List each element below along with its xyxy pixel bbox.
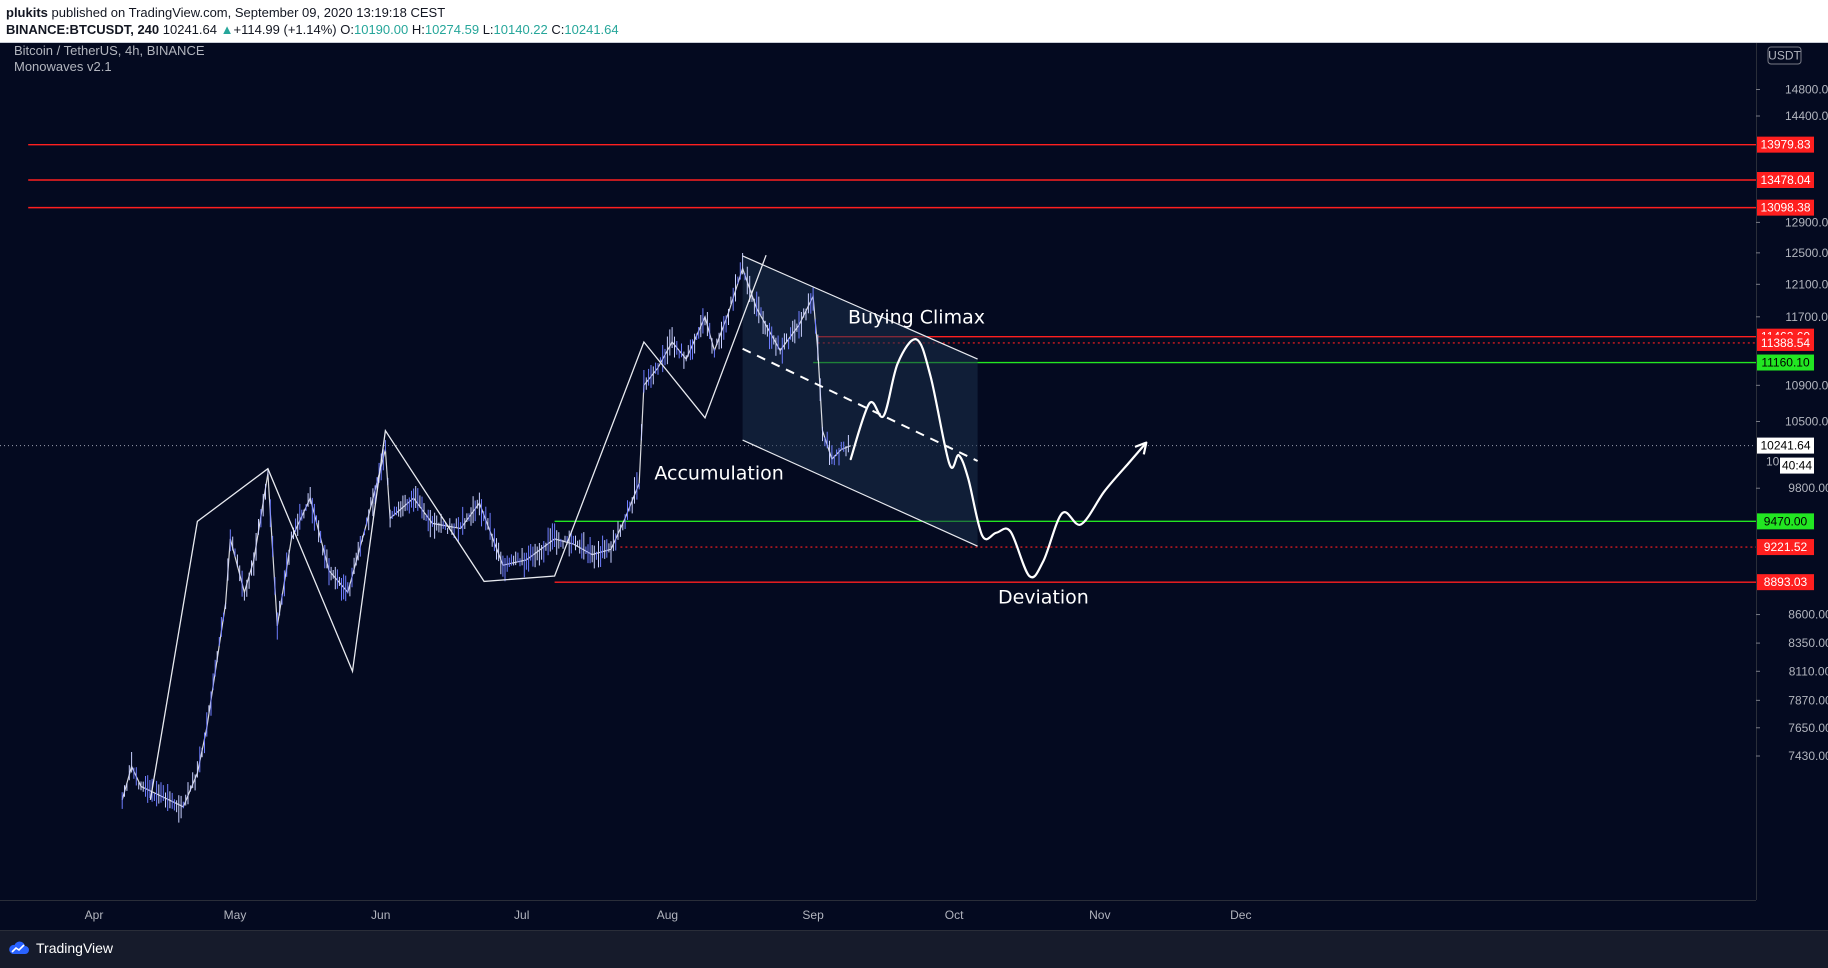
y-tick-label: 12100.00	[1785, 277, 1828, 291]
projection-arrow-shaft	[1127, 441, 1148, 465]
y-tick-label: 8350.00	[1788, 636, 1828, 650]
change-arrow-icon: ▲	[220, 22, 234, 37]
y-tick-label: 7870.00	[1788, 693, 1828, 707]
x-tick-label: Jun	[371, 908, 390, 922]
annotation-label[interactable]: Deviation	[998, 586, 1089, 608]
x-tick-label: Oct	[945, 908, 964, 922]
y-tick-label: 8600.00	[1788, 608, 1828, 622]
monowave-lines	[149, 254, 767, 801]
last-price: 10241.64	[162, 22, 217, 37]
level-tags: 13979.8313478.0413098.3811462.6011388.54…	[1757, 136, 1814, 591]
annotations: Buying Climax Accumulation Deviation	[654, 306, 1088, 608]
unit-badge: USDT	[1767, 46, 1802, 65]
level-tag: 13979.83	[1760, 138, 1810, 152]
time-axis[interactable]: Apr May Jun Jul Aug Sep Oct Nov Dec	[85, 908, 1252, 922]
last-price-tag-bg	[1757, 437, 1814, 454]
high-label: H:	[411, 22, 425, 37]
y-tick-label: 10500.00	[1785, 414, 1828, 428]
y-tick-label: 14400.00	[1785, 109, 1828, 123]
level-tag: 13098.38	[1760, 201, 1810, 215]
annotation-label[interactable]: Buying Climax	[848, 306, 985, 328]
projection-arrow-head	[1134, 441, 1148, 455]
price-axis[interactable]: 7430.00 7650.00 7870.00 8110.00 8350.00 8600.…	[1756, 82, 1828, 763]
low-value: 10140.22	[493, 22, 548, 37]
open-label: O:	[340, 22, 354, 37]
countdown-tag: 40:44	[1782, 459, 1812, 473]
publisher-name[interactable]: plukits	[6, 5, 48, 20]
price-change: +114.99 (+1.14%)	[233, 22, 337, 37]
level-tag: 9470.00	[1764, 514, 1808, 528]
y-tick-label: 9800.00	[1788, 481, 1828, 495]
annotation-label[interactable]: Accumulation	[654, 462, 783, 484]
symbol-name[interactable]: BINANCE:BTCUSDT, 240	[6, 22, 160, 37]
monowave-path	[149, 254, 767, 801]
brand[interactable]: TradingView	[8, 940, 113, 956]
level-tag: 13478.04	[1760, 173, 1810, 187]
high-value: 10274.59	[424, 22, 480, 37]
legend-indicator[interactable]: Monowaves v2.1	[14, 59, 112, 74]
close-label: C:	[551, 22, 565, 37]
level-tag-bg	[1757, 334, 1814, 351]
close-value: 10241.64	[564, 22, 619, 37]
published-text: published on TradingView.com, September …	[51, 5, 446, 20]
last-price-tag: 10241.64	[1760, 439, 1810, 453]
projection-path	[849, 338, 1148, 579]
y-tick-label: 7430.00	[1788, 749, 1828, 763]
x-tick-label: Jul	[514, 908, 529, 922]
level-tag-bg	[1757, 136, 1814, 153]
footer-bar: TradingView	[0, 930, 1828, 968]
y-tick-label: 10900.00	[1785, 378, 1828, 392]
horizontal-levels	[28, 143, 1756, 583]
channel-line	[742, 439, 978, 547]
y-tick-label: 14800.00	[1785, 82, 1828, 96]
unit-label: USDT	[1768, 49, 1801, 63]
channel-midline	[742, 347, 979, 462]
level-tag-bg	[1757, 574, 1814, 591]
price-chart[interactable]: Bitcoin / TetherUS, 4h, BINANCE Monowave…	[0, 43, 1828, 930]
header-bar: plukits published on TradingView.com, Se…	[0, 0, 1828, 43]
channel-lines	[742, 255, 979, 547]
unit-badge-frame	[1767, 46, 1802, 65]
y-tick-label: 11700.00	[1785, 310, 1828, 324]
price-series	[121, 253, 851, 823]
y-tick-label: 12500.00	[1785, 246, 1828, 260]
level-tag: 11160.10	[1761, 356, 1810, 370]
level-tag: 8893.03	[1764, 575, 1808, 589]
symbol-info: BINANCE:BTCUSDT, 240 10241.64 ▲+114.99 (…	[6, 22, 619, 37]
level-tag-bg	[1757, 199, 1814, 216]
y-tick-label: 8110.00	[1789, 664, 1828, 678]
projection-line	[849, 338, 1130, 579]
y-tick-label: 12900.00	[1785, 215, 1828, 229]
open-value: 10190.00	[353, 22, 409, 37]
x-tick-label: Nov	[1089, 908, 1110, 922]
low-label: L:	[482, 22, 494, 37]
legend-title[interactable]: Bitcoin / TetherUS, 4h, BINANCE	[14, 43, 205, 58]
level-tag: 11388.54	[1761, 336, 1810, 350]
x-tick-label: Sep	[802, 908, 824, 922]
brand-name: TradingView	[36, 940, 114, 956]
level-tag: 9221.52	[1764, 540, 1808, 554]
x-tick-label: Apr	[85, 908, 104, 922]
level-tag-bg	[1757, 354, 1814, 371]
y-tick-label-partial: 10	[1766, 455, 1780, 469]
countdown-tag-bg	[1780, 457, 1814, 474]
level-tag-bg	[1757, 513, 1814, 530]
y-tick-label: 7650.00	[1788, 721, 1828, 735]
channel-line	[742, 255, 978, 360]
x-tick-label: May	[224, 908, 247, 922]
tradingview-cloud-icon	[9, 941, 30, 954]
x-tick-label: Dec	[1230, 908, 1251, 922]
x-tick-label: Aug	[657, 908, 678, 922]
level-tag-bg	[1757, 539, 1814, 556]
time-axis-panel[interactable]	[0, 900, 1828, 930]
publish-info: plukits published on TradingView.com, Se…	[6, 5, 445, 20]
level-tag-bg	[1757, 171, 1814, 188]
